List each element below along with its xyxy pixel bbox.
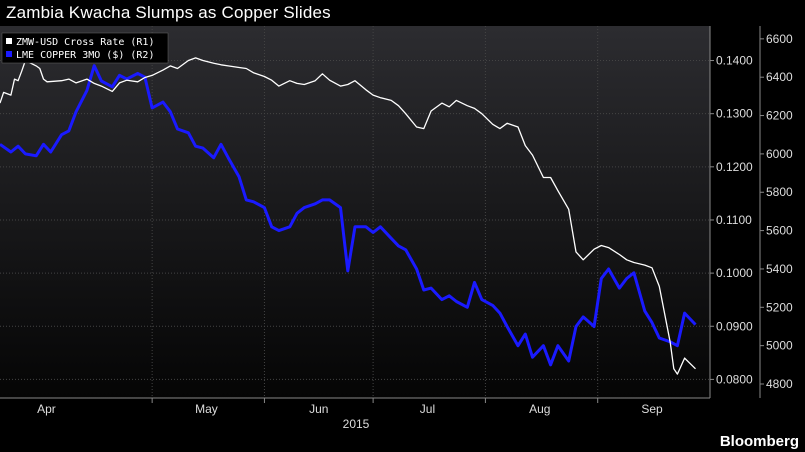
tick-label-x-4: Aug <box>529 402 550 416</box>
tick-label-y2-8: 6400 <box>766 70 793 84</box>
chart-title: Zambia Kwacha Slumps as Copper Slides <box>6 3 331 22</box>
legend-swatch-1 <box>6 51 12 57</box>
source-label: Bloomberg <box>719 433 799 450</box>
tick-label-x-3: Jul <box>420 402 435 416</box>
tick-label-y2-3: 5400 <box>766 262 793 276</box>
year-label: 2015 <box>343 417 370 431</box>
tick-label-y1-0: 0.0800 <box>716 372 753 386</box>
plot-area <box>0 26 710 398</box>
tick-label-x-1: May <box>195 402 218 416</box>
tick-label-y1-3: 0.1100 <box>716 213 752 227</box>
tick-label-y1-5: 0.1300 <box>716 107 753 121</box>
series-line-copper <box>0 64 697 367</box>
legend-background <box>1 32 169 64</box>
tick-label-x-2: Jun <box>309 402 328 416</box>
tick-label-y2-4: 5600 <box>766 224 793 238</box>
tick-label-y2-0: 4800 <box>766 377 793 391</box>
tick-label-y2-9: 6600 <box>766 32 793 46</box>
legend: ZMW-USD Cross Rate (R1) LME COPPER 3MO (… <box>1 32 169 64</box>
tick-label-y2-2: 5200 <box>766 300 793 314</box>
tick-label-x-0: Apr <box>37 402 56 416</box>
series-layer <box>0 57 697 375</box>
tick-label-y2-7: 6200 <box>766 109 793 123</box>
tick-layer: 0.0800 0.0900 0.1000 0.1100 0.1200 0.1300 0.14… <box>37 32 793 416</box>
legend-label-1: LME COPPER 3MO ($) (R2) <box>16 50 154 61</box>
tick-label-y1-1: 0.0900 <box>716 319 753 333</box>
tick-label-y2-6: 6000 <box>766 147 793 161</box>
legend-swatch-0 <box>6 38 12 44</box>
tick-label-x-5: Sep <box>641 402 663 416</box>
tick-label-y2-1: 5000 <box>766 339 793 353</box>
tick-label-y2-5: 5800 <box>766 185 793 199</box>
legend-label-0: ZMW-USD Cross Rate (R1) <box>16 37 154 48</box>
tick-label-y1-2: 0.1000 <box>716 266 753 280</box>
tick-label-y1-4: 0.1200 <box>716 160 753 174</box>
tick-label-y1-6: 0.1400 <box>716 54 753 68</box>
series-line-zmw-usd <box>0 57 696 375</box>
